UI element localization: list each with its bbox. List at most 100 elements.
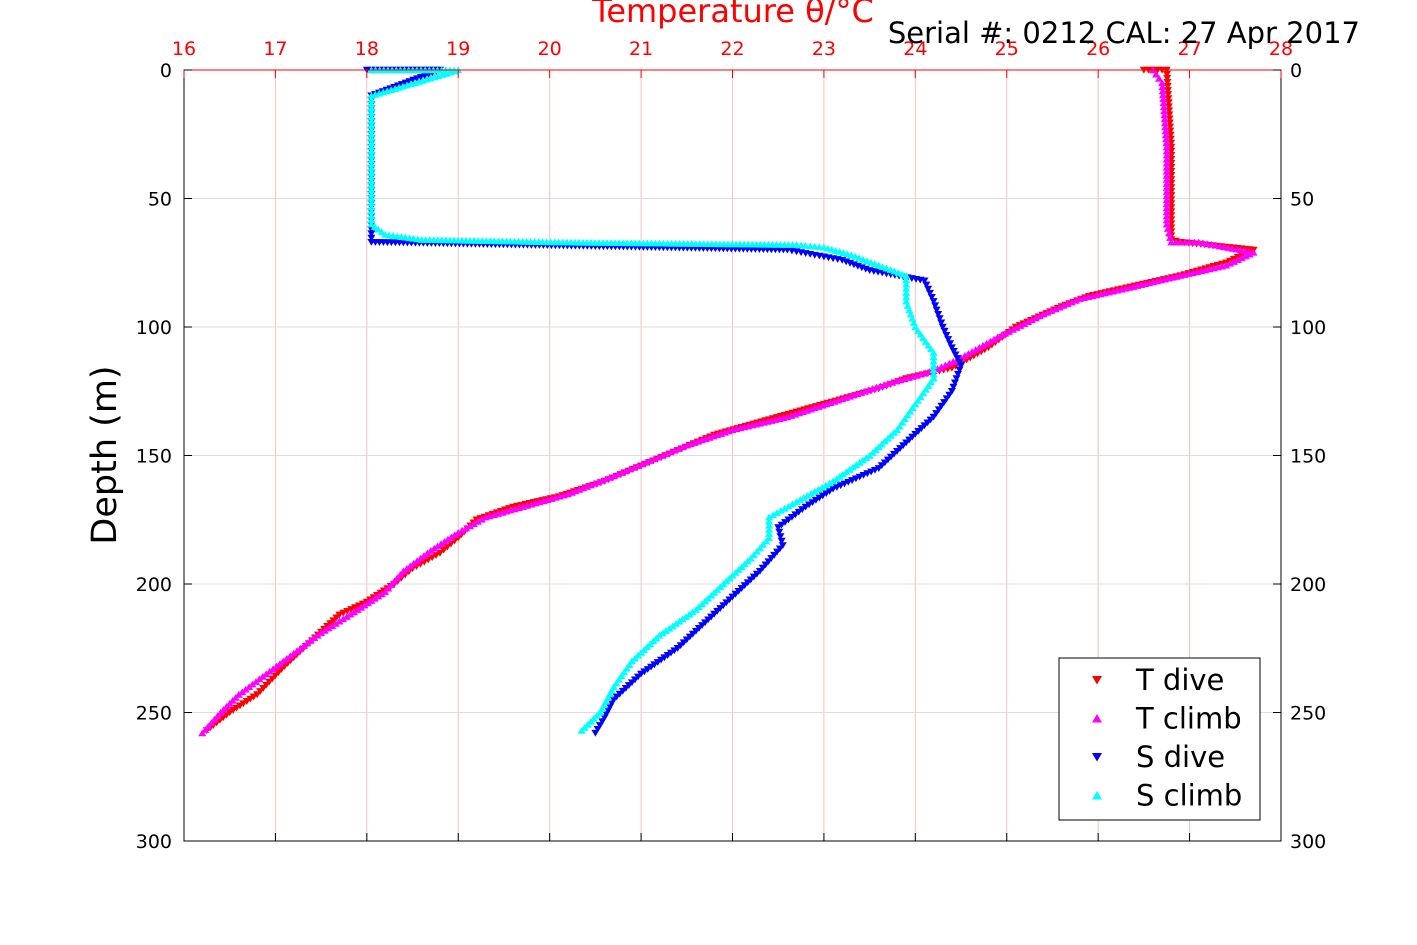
data-point	[927, 293, 936, 301]
data-point	[765, 513, 774, 521]
data-point	[367, 177, 376, 185]
data-point	[367, 182, 376, 189]
data-point	[929, 353, 938, 361]
legend-marker	[1092, 714, 1102, 723]
data-point	[1162, 200, 1171, 208]
data-point	[242, 698, 251, 705]
data-point	[808, 499, 817, 507]
data-point	[1162, 163, 1171, 171]
data-point	[1162, 204, 1171, 212]
data-point	[949, 347, 958, 355]
data-point	[902, 284, 911, 292]
data-point	[1166, 234, 1175, 241]
data-point	[1162, 155, 1171, 163]
data-point	[1055, 303, 1064, 311]
data-point	[765, 521, 774, 529]
data-point	[844, 478, 853, 486]
data-point	[1163, 78, 1172, 86]
data-point	[953, 355, 962, 362]
data-point	[201, 726, 210, 733]
data-point	[432, 552, 441, 559]
data-point	[1047, 307, 1056, 314]
data-point	[207, 719, 216, 726]
data-point	[335, 617, 344, 625]
data-point	[390, 577, 399, 585]
data-point	[235, 702, 244, 710]
data-point	[670, 446, 679, 454]
data-point	[922, 281, 931, 289]
data-point	[855, 473, 864, 481]
data-point	[957, 362, 966, 370]
y-tick-label-left: 50	[148, 189, 172, 211]
data-point	[367, 186, 376, 194]
data-point	[473, 517, 482, 525]
series-t-climb	[198, 66, 1258, 737]
data-point	[902, 280, 911, 288]
data-point	[925, 289, 934, 297]
data-point	[832, 483, 841, 491]
data-point	[324, 624, 333, 632]
chart-title: Temperature θ/°C	[591, 0, 874, 30]
data-point	[353, 606, 362, 613]
data-point	[393, 574, 402, 582]
data-point	[367, 207, 376, 215]
data-point	[598, 718, 607, 726]
data-point	[1159, 103, 1168, 111]
data-point	[339, 609, 348, 617]
data-point	[634, 462, 643, 469]
legend-marker	[1092, 753, 1102, 762]
data-point	[1162, 180, 1171, 187]
data-point	[937, 402, 946, 410]
data-point	[1162, 184, 1171, 191]
data-point	[929, 370, 938, 378]
data-point	[1162, 212, 1171, 220]
data-point	[765, 525, 774, 533]
data-point	[765, 534, 774, 541]
data-point	[940, 327, 949, 335]
data-point	[204, 722, 213, 730]
data-point	[953, 370, 962, 378]
data-point	[755, 544, 764, 552]
data-point	[1152, 70, 1161, 78]
data-point	[777, 537, 786, 545]
data-point	[765, 530, 774, 537]
x-tick-label: 23	[812, 38, 836, 60]
data-point	[942, 395, 951, 403]
y-tick-label-left: 0	[160, 60, 172, 82]
data-point	[1161, 127, 1170, 135]
data-point	[198, 729, 207, 737]
data-point	[1162, 220, 1171, 228]
data-point	[874, 465, 883, 472]
data-point	[229, 707, 238, 714]
y-tick-label-right: 300	[1290, 831, 1326, 853]
data-point	[253, 691, 262, 699]
data-point	[674, 445, 683, 452]
data-point	[650, 455, 659, 463]
data-point	[1164, 95, 1173, 103]
data-point	[367, 130, 376, 138]
data-points	[198, 66, 1258, 737]
y-tick-label-right: 100	[1290, 317, 1326, 339]
data-point	[818, 492, 827, 500]
data-point	[600, 714, 609, 722]
data-point	[367, 190, 376, 198]
data-point	[367, 96, 376, 104]
data-point	[367, 169, 376, 176]
data-point	[1159, 99, 1168, 107]
data-point	[613, 470, 622, 478]
data-point	[940, 399, 949, 406]
legend-label: S climb	[1136, 779, 1242, 813]
data-point	[347, 606, 356, 613]
data-point	[1164, 91, 1173, 98]
data-point	[462, 524, 471, 532]
data-point	[1160, 107, 1169, 115]
y-tick-label-left: 250	[136, 703, 172, 725]
data-point	[435, 549, 444, 557]
data-point	[929, 349, 938, 356]
data-point	[458, 526, 467, 534]
data-point	[1162, 175, 1171, 183]
data-point	[942, 332, 951, 339]
data-point	[1075, 295, 1084, 302]
data-point	[1163, 83, 1172, 90]
